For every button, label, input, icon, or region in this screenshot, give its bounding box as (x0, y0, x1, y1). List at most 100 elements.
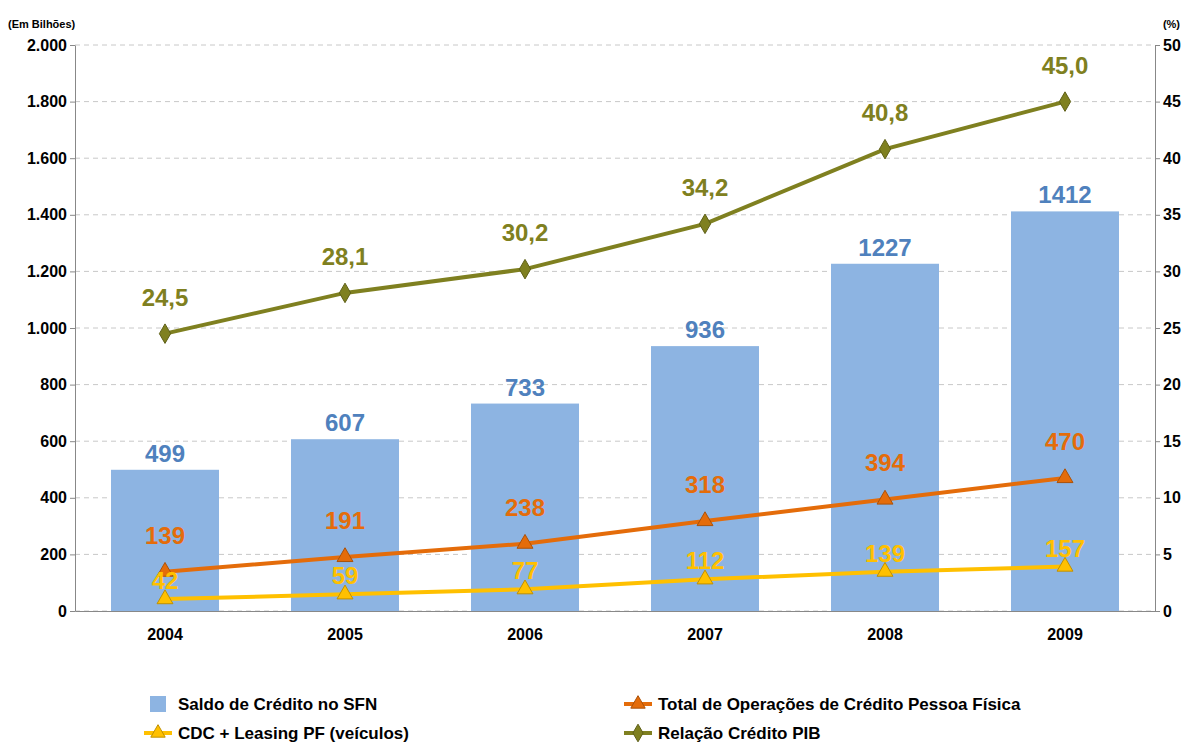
tick-label: 1.600 (27, 150, 67, 167)
axis-line (75, 46, 76, 612)
tick-label: 0 (58, 603, 67, 620)
tick: 25 (1155, 320, 1181, 337)
bar (831, 264, 939, 611)
data-label: 24,5 (142, 284, 189, 311)
legend: Saldo de Crédito no SFNTotal de Operaçõe… (144, 695, 1021, 743)
grid-line (75, 101, 1155, 102)
tick: 2007 (687, 611, 723, 643)
data-label: 499 (145, 440, 185, 467)
tick: 1.000 (27, 320, 75, 337)
tick-label: 35 (1163, 206, 1181, 223)
data-label: 30,2 (502, 219, 549, 246)
tick-mark (70, 158, 75, 159)
tick: 200 (40, 546, 75, 563)
tick-mark (70, 611, 75, 612)
tick: 800 (40, 376, 75, 393)
tick-mark (1155, 102, 1160, 103)
legend-marker (631, 696, 645, 708)
tick-label: 1.200 (27, 263, 67, 280)
tick: 2.000 (27, 37, 75, 54)
tick-mark (70, 45, 75, 46)
tick: 600 (40, 433, 75, 450)
tick: 45 (1155, 93, 1181, 110)
data-label: 42 (152, 567, 179, 594)
tick-label: 400 (40, 489, 67, 506)
tick-mark (70, 271, 75, 272)
tick-label: 2007 (687, 626, 723, 643)
axis-title: (%) (1163, 18, 1180, 30)
marker (699, 214, 710, 234)
line (165, 567, 1065, 600)
marker (879, 139, 890, 159)
tick-label: 2009 (1047, 626, 1083, 643)
y-axis: 0 200 400 600 800 1.000 1.200 1.400 1.600 1.800 2.… (27, 37, 76, 620)
chart: 0 200 400 600 800 1.000 1.200 1.400 1.600 1.800 2.… (0, 0, 1192, 747)
data-label: 40,8 (862, 99, 909, 126)
data-label: 157 (1045, 535, 1085, 562)
tick-mark (70, 441, 75, 442)
data-label: 470 (1045, 428, 1085, 455)
tick-label: 2004 (147, 626, 183, 643)
tick-label: 1.400 (27, 206, 67, 223)
bar (471, 404, 579, 611)
legend-item: CDC + Leasing PF (veículos) (144, 724, 409, 743)
tick-mark (1155, 385, 1160, 386)
tick-label: 5 (1163, 546, 1172, 563)
data-label: 34,2 (682, 174, 729, 201)
tick-mark (70, 498, 75, 499)
legend-label: Saldo de Crédito no SFN (178, 695, 377, 714)
plot-area (111, 92, 1119, 611)
legend-swatch (150, 696, 166, 712)
data-label: 1412 (1038, 181, 1091, 208)
tick: 1.600 (27, 150, 75, 167)
tick-mark (1155, 45, 1160, 46)
line (165, 102, 1065, 334)
tick-mark (1155, 498, 1160, 499)
tick-mark (1155, 215, 1160, 216)
axis-title: (Em Bilhões) (8, 18, 76, 30)
tick: 10 (1155, 489, 1181, 506)
grid-line (75, 497, 1155, 498)
tick-label: 10 (1163, 489, 1181, 506)
data-label: 139 (865, 540, 905, 567)
data-label: 191 (325, 507, 365, 534)
grid-line (75, 384, 1155, 385)
tick-label: 50 (1163, 37, 1181, 54)
data-label: 607 (325, 409, 365, 436)
line (165, 478, 1065, 572)
marker (339, 283, 350, 303)
tick-label: 45 (1163, 93, 1181, 110)
tick: 1.200 (27, 263, 75, 280)
marker (519, 259, 530, 279)
tick-mark (70, 385, 75, 386)
data-label: 77 (512, 557, 539, 584)
tick-label: 30 (1163, 263, 1181, 280)
tick-label: 200 (40, 546, 67, 563)
grid-line (75, 441, 1155, 442)
tick: 1.800 (27, 93, 75, 110)
tick: 400 (40, 489, 75, 506)
tick-label: 1.000 (27, 320, 67, 337)
tick: 40 (1155, 150, 1181, 167)
bar (111, 470, 219, 611)
tick: 20 (1155, 376, 1181, 393)
grid-line (75, 45, 1155, 46)
tick-mark (1155, 328, 1160, 329)
data-label: 318 (685, 471, 725, 498)
marker (517, 534, 533, 548)
tick-label: 800 (40, 376, 67, 393)
tick: 2009 (1047, 611, 1083, 643)
marker (877, 490, 893, 504)
bar (291, 439, 399, 611)
data-label: 139 (145, 522, 185, 549)
tick: 0 (58, 603, 75, 620)
bar (1011, 211, 1119, 611)
tick-mark (70, 554, 75, 555)
data-label: 59 (332, 562, 359, 589)
tick-label: 15 (1163, 433, 1181, 450)
grid-line (75, 214, 1155, 215)
tick: 5 (1155, 546, 1172, 563)
data-label: 112 (686, 547, 725, 574)
tick-label: 2008 (867, 626, 903, 643)
x-axis: 200420052006200720082009 (76, 611, 1156, 643)
